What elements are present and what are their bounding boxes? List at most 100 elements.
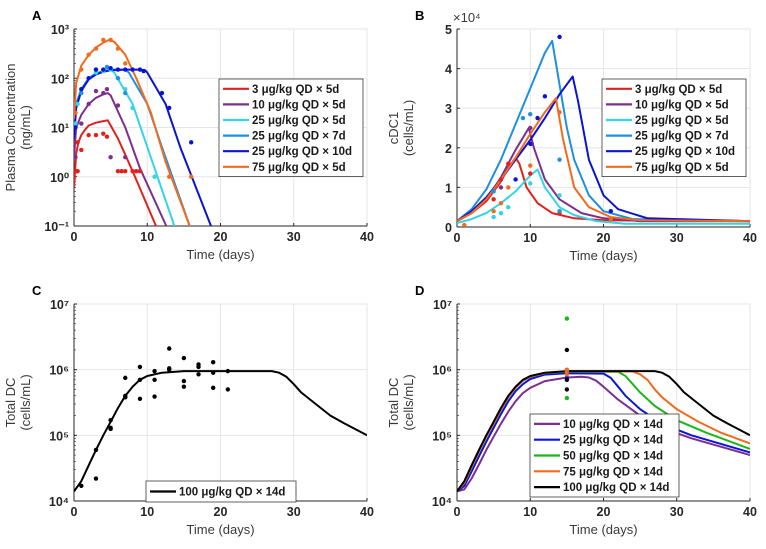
y-tick-label: 10⁷	[50, 298, 69, 312]
data-point	[123, 168, 128, 174]
legend: 3 μg/kg QD × 5d 10 μg/kg QD × 5d 25 μg/kg …	[218, 78, 364, 177]
data-point	[181, 384, 187, 389]
data-point	[101, 67, 106, 72]
panel-c: C 0 10 20 30 40 10⁴ 10⁵ 10⁶ 10⁷ Time (days) Total D…	[3, 283, 374, 537]
data-point	[159, 90, 165, 96]
series-line	[457, 97, 750, 223]
data-point	[210, 370, 216, 375]
series-line	[457, 39, 750, 223]
x-tick-label: 30	[670, 231, 684, 245]
panel-letter: D	[415, 283, 424, 298]
x-axis-label: Time (days)	[569, 248, 637, 263]
series-group	[457, 316, 750, 493]
data-point	[462, 222, 467, 227]
y-tick-label: 10⁶	[432, 364, 452, 378]
legend-entry: 25 μg/kg QD × 14d	[563, 435, 663, 447]
data-point	[108, 154, 113, 160]
data-point	[557, 208, 562, 214]
data-point	[564, 372, 570, 377]
legend-entry: 10 μg/kg QD × 14d	[563, 419, 663, 431]
series-line	[457, 168, 750, 225]
y-axis-label: Total DC	[3, 378, 18, 428]
legend-entry: 100 μg/kg QD × 14d	[563, 482, 669, 494]
data-point	[189, 174, 194, 179]
data-point	[101, 37, 106, 43]
legend-entry: 50 μg/kg QD × 14d	[563, 451, 663, 463]
data-point	[608, 208, 614, 214]
data-point	[93, 88, 99, 94]
data-point	[167, 174, 172, 179]
data-point	[86, 76, 91, 81]
data-point	[79, 147, 84, 153]
panel-letter: B	[415, 8, 424, 23]
data-point	[137, 168, 143, 174]
x-tick-label: 10	[140, 505, 154, 519]
data-point	[75, 168, 80, 174]
data-point	[104, 134, 110, 139]
legend-entry: 25 μg/kg QD × 7d	[252, 131, 346, 143]
x-tick-label: 30	[287, 230, 301, 244]
data-point	[181, 355, 187, 361]
data-point	[528, 181, 533, 186]
data-point	[152, 174, 157, 179]
data-point	[115, 67, 121, 72]
series-line	[74, 92, 168, 226]
data-point	[75, 101, 80, 107]
data-point	[79, 86, 84, 92]
y-tick-label: 4	[445, 63, 452, 77]
data-point	[123, 90, 128, 96]
data-point	[141, 68, 146, 74]
x-tick-label: 40	[743, 231, 757, 245]
data-point	[196, 372, 201, 377]
data-point	[134, 168, 139, 174]
data-point	[491, 214, 496, 220]
data-point	[115, 76, 121, 81]
y-tick-label: 10⁵	[432, 429, 452, 443]
data-point	[74, 110, 78, 115]
y-tick-label: 10²	[51, 72, 69, 86]
data-point	[506, 161, 511, 166]
y-tick-label: 10⁻¹	[44, 220, 69, 234]
series-line	[457, 156, 750, 223]
legend-box	[218, 78, 364, 177]
legend-entry: 3 μg/kg QD × 5d	[252, 84, 339, 96]
data-point	[123, 154, 128, 160]
data-point	[210, 385, 216, 390]
y-tick-label: 10⁶	[49, 364, 69, 378]
data-point	[108, 65, 113, 71]
legend-box	[601, 78, 747, 177]
data-point	[79, 121, 84, 126]
y-tick-label: 5	[445, 23, 452, 37]
x-axis-label: Time (days)	[186, 522, 254, 537]
legend-entry: 75 μg/kg QD × 5d	[252, 162, 346, 174]
data-point	[535, 115, 540, 121]
data-point	[225, 368, 231, 374]
legend-entry: 25 μg/kg QD × 5d	[252, 115, 346, 127]
data-point	[93, 46, 99, 51]
data-point	[152, 377, 157, 383]
y-tick-label: 10⁷	[433, 298, 452, 312]
data-point	[564, 395, 570, 401]
data-point	[542, 94, 548, 99]
legend-entry: 10 μg/kg QD × 5d	[252, 99, 346, 111]
data-point	[528, 171, 533, 176]
panel-d: D 0 10 20 30 40 10⁴ 10⁵ 10⁶ 10⁷ Time (days) Total D…	[386, 283, 757, 537]
data-point	[123, 61, 128, 66]
x-tick-label: 20	[214, 505, 228, 519]
data-point	[528, 141, 533, 147]
data-point	[115, 168, 121, 174]
data-point	[491, 189, 496, 194]
data-point	[79, 483, 84, 489]
legend: 3 μg/kg QD × 5d 10 μg/kg QD × 5d 25 μg/kg …	[601, 78, 747, 177]
x-tick-label: 10	[140, 230, 154, 244]
x-tick-label: 0	[454, 505, 461, 519]
data-point	[79, 90, 84, 96]
data-point	[498, 210, 504, 216]
data-point	[104, 86, 110, 92]
data-point	[130, 67, 135, 72]
y-tick-label: 10⁴	[432, 495, 452, 509]
y-multiplier: ×10⁴	[453, 10, 481, 25]
data-point	[86, 101, 91, 107]
data-point	[108, 37, 113, 43]
